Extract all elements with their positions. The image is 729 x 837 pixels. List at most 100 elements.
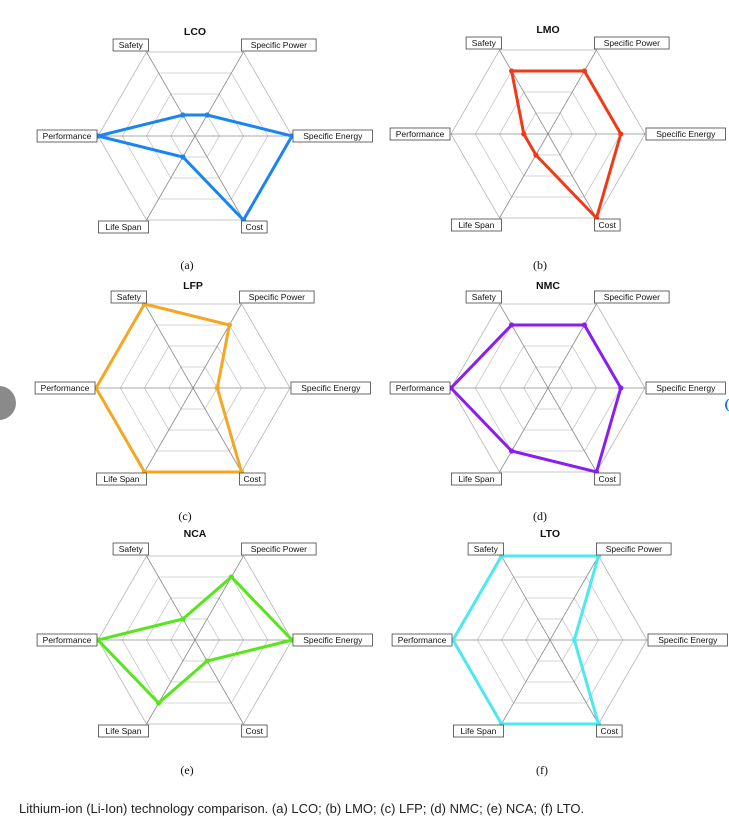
axis-label-text: Life Span [460, 726, 496, 736]
axis-label-box [112, 542, 149, 556]
data-point-specific-energy [618, 385, 624, 391]
radar-chart-figure: Safety Specific Power Specific Energy Cost L… [34, 24, 728, 777]
axis-label-text: Specific Energy [303, 635, 363, 645]
panel-label: (a) [180, 258, 193, 272]
axis-label-performance: Performance [389, 381, 451, 395]
axis-label-box [594, 36, 670, 50]
axis-spoke-specific-power [549, 555, 599, 641]
axis-label-specific-power: Specific Power [241, 38, 317, 52]
axis-label-box [241, 38, 317, 52]
axis-label-box [96, 472, 147, 486]
page-side-handle[interactable] [725, 398, 729, 412]
axis-spoke-cost [194, 639, 244, 725]
axis-label-box [465, 36, 502, 50]
data-point-life-span [180, 154, 186, 160]
panel-label: (e) [180, 763, 193, 777]
axis-label-box [450, 472, 502, 486]
axis-label-text: Performance [398, 635, 447, 645]
radar-panel-nca: Safety Specific Power Specific Energy Cost L… [36, 528, 373, 777]
axis-label-performance: Performance [36, 633, 98, 647]
series-line-nmc [448, 323, 623, 474]
radar-panel-lto: Safety Specific Power Specific Energy Cost L… [391, 528, 728, 777]
axis-label-box [645, 381, 726, 395]
axis-label-box [450, 218, 502, 232]
axis-label-box [241, 542, 317, 556]
axis-label-cost: Cost [241, 220, 268, 234]
axis-label-box [36, 633, 98, 647]
axis-label-specific-energy: Specific Energy [290, 381, 371, 395]
axis-spoke-safety [144, 303, 194, 389]
panel-label: (d) [533, 509, 547, 523]
axis-spoke-cost [549, 639, 599, 725]
axis-label-box [391, 633, 453, 647]
radar-panel-nmc: Safety Specific Power Specific Energy Cost L… [389, 280, 726, 523]
axis-label-cost: Cost [596, 724, 623, 738]
axis-label-text: Specific Energy [656, 129, 716, 139]
axis-spoke-life-span [146, 639, 196, 725]
axis-spoke-safety [499, 49, 549, 135]
axis-label-life-span: Life Span [96, 472, 147, 486]
axis-label-box [594, 472, 621, 486]
axis-label-safety: Safety [467, 542, 504, 556]
axis-label-text: Safety [117, 292, 142, 302]
axis-label-life-span: Life Span [98, 220, 149, 234]
data-point-specific-power [581, 322, 588, 328]
axis-label-specific-power: Specific Power [594, 290, 670, 304]
axis-label-safety: Safety [112, 542, 149, 556]
data-point-safety [180, 616, 186, 622]
chart-title: LCO [184, 26, 206, 38]
chart-title: LMO [536, 24, 559, 36]
axis-label-box [34, 381, 96, 395]
axis-label-text: Performance [41, 383, 90, 393]
axis-label-box [292, 129, 373, 143]
axis-spoke-life-span [146, 135, 196, 221]
axis-label-text: Cost [246, 726, 264, 736]
data-point-specific-power [204, 112, 210, 118]
data-point-safety [180, 112, 186, 118]
axis-label-performance: Performance [34, 381, 96, 395]
axis-label-text: Specific Power [251, 544, 307, 554]
axis-label-box [645, 127, 726, 141]
axis-spoke-specific-power [194, 555, 244, 641]
axis-label-performance: Performance [389, 127, 451, 141]
axis-label-text: Specific Energy [301, 383, 361, 393]
data-point-specific-power [581, 68, 588, 74]
data-point-specific-energy [618, 131, 624, 137]
axis-label-specific-power: Specific Power [239, 290, 315, 304]
axis-label-life-span: Life Span [450, 472, 502, 486]
axis-label-text: Life Span [458, 220, 494, 230]
axis-spoke-safety [146, 555, 196, 641]
axis-label-box [98, 220, 149, 234]
axis-label-life-span: Life Span [452, 724, 504, 738]
axis-label-text: Specific Power [606, 544, 662, 554]
axis-label-box [239, 290, 315, 304]
axis-label-box [647, 633, 728, 647]
series-line-lco [97, 113, 295, 223]
axis-label-text: Specific Power [249, 292, 305, 302]
axis-label-text: Specific Power [604, 292, 660, 302]
axis-label-text: Specific Power [604, 38, 660, 48]
axis-label-box [241, 220, 268, 234]
axis-label-box [596, 724, 623, 738]
axis-label-text: Cost [599, 474, 617, 484]
axis-label-text: Life Span [458, 474, 494, 484]
axis-label-safety: Safety [110, 290, 147, 304]
axis-label-text: Specific Power [251, 40, 307, 50]
axis-label-box [594, 290, 670, 304]
axis-label-specific-power: Specific Power [594, 36, 670, 50]
axis-label-text: Performance [43, 635, 92, 645]
panel-label: (b) [533, 258, 547, 272]
axis-spoke-specific-power [547, 303, 597, 389]
data-point-life-span [156, 700, 162, 706]
axis-label-safety: Safety [465, 290, 502, 304]
data-point-performance [521, 131, 527, 137]
axis-spoke-safety [499, 303, 549, 389]
axis-label-performance: Performance [391, 633, 453, 647]
axis-label-text: Cost [246, 222, 264, 232]
axis-label-performance: Performance [36, 129, 98, 143]
axis-label-text: Life Span [104, 474, 140, 484]
axis-label-text: Cost [601, 726, 619, 736]
panel-label: (c) [178, 509, 191, 523]
figure-caption: Lithium-ion (Li-Ion) technology comparis… [19, 801, 585, 816]
page-side-button[interactable] [0, 386, 16, 420]
